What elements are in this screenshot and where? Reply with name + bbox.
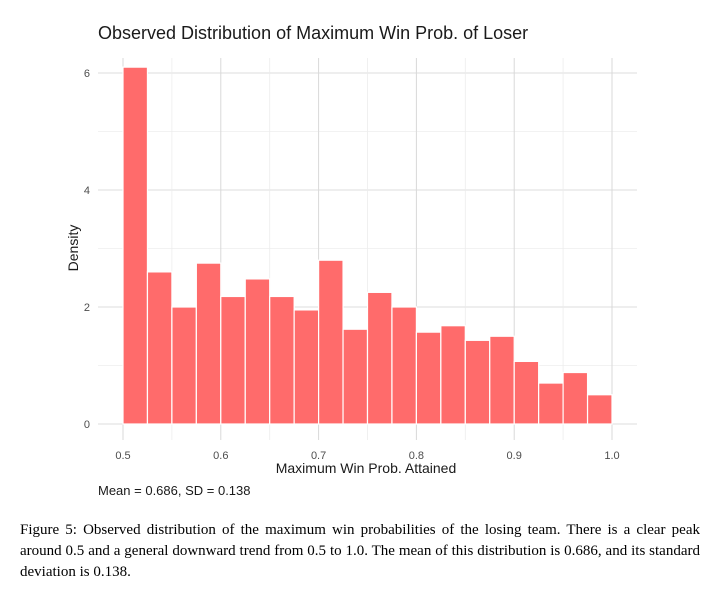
histogram-bar: [146, 271, 173, 425]
x-axis-ticks: 0.5 0.6 0.7 0.8 0.9 1.0: [115, 450, 619, 462]
histogram-bar: [464, 339, 491, 425]
histogram-bar: [293, 309, 320, 425]
histogram-bar: [489, 335, 515, 425]
histogram-bar: [586, 394, 613, 425]
histogram-bar: [318, 259, 344, 425]
histogram-chart: 0.5 0.6 0.7 0.8 0.9 1.0 0 2 4 6 Observed Distrib…: [65, 23, 637, 498]
x-tick-label: 0.5: [115, 450, 130, 462]
y-axis-ticks: 0 2 4 6: [84, 68, 90, 431]
chart-title: Observed Distribution of Maximum Win Pro…: [98, 23, 528, 43]
y-tick-label: 4: [84, 185, 90, 197]
y-tick-label: 2: [84, 302, 90, 314]
y-tick-label: 0: [84, 419, 90, 431]
x-tick-label: 1.0: [604, 450, 619, 462]
histogram-bar: [366, 291, 393, 425]
histogram-bar: [538, 382, 564, 425]
y-axis-label: Density: [65, 225, 81, 272]
x-tick-label: 0.6: [213, 450, 228, 462]
y-tick-label: 6: [84, 68, 90, 80]
histogram-bar: [122, 66, 149, 425]
figure-caption: Figure 5: Observed distribution of the m…: [20, 522, 700, 580]
histogram-bar: [513, 360, 540, 425]
x-tick-label: 0.9: [507, 450, 522, 462]
histogram-bar: [244, 278, 271, 425]
histogram-bar: [342, 328, 369, 425]
histogram-bar: [562, 371, 589, 425]
summary-stats: Mean = 0.686, SD = 0.138: [98, 483, 251, 498]
histogram-bar: [269, 295, 295, 425]
histogram-bar: [391, 306, 418, 425]
histogram-bar: [440, 325, 466, 425]
histogram-bar: [415, 331, 442, 425]
histogram-bar: [220, 295, 246, 425]
histogram-bar: [195, 262, 222, 425]
histogram-bars: [122, 66, 613, 425]
x-tick-label: 0.8: [409, 450, 424, 462]
histogram-bar: [171, 306, 197, 425]
x-tick-label: 0.7: [311, 450, 326, 462]
x-axis-label: Maximum Win Prob. Attained: [276, 460, 457, 476]
